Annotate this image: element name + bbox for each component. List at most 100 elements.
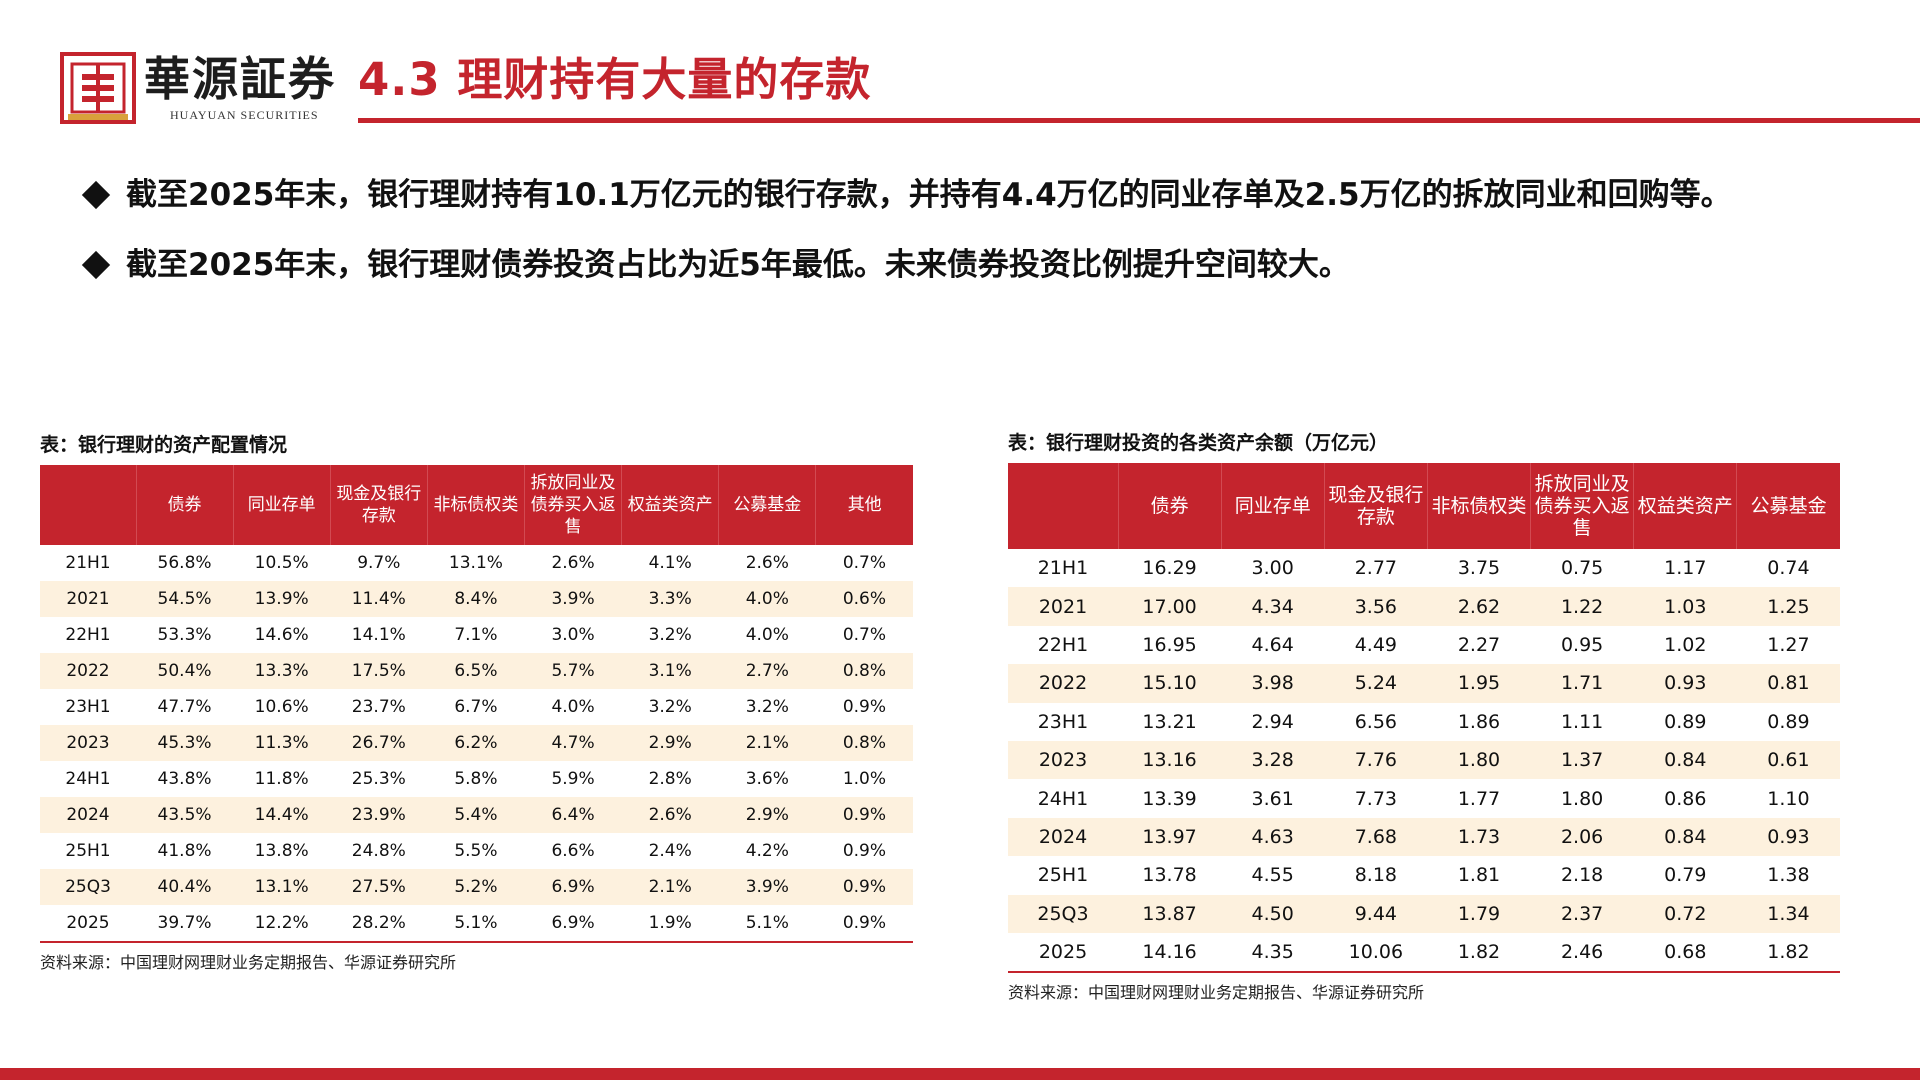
value-cell: 1.80 xyxy=(1560,787,1604,810)
period-cell: 2024 xyxy=(40,797,136,833)
period-cell: 2023 xyxy=(1008,740,1118,780)
value-cell: 5.24 xyxy=(1324,664,1428,703)
value-cell: 8.4% xyxy=(427,581,525,617)
table-source: 资料来源：中国理财网理财业务定期报告、华源证券研究所 xyxy=(1008,983,1425,1003)
value-cell: 1.37 xyxy=(1530,740,1634,780)
value-cell: 0.72 xyxy=(1633,894,1737,933)
value-cell: 0.8% xyxy=(815,653,913,689)
value-cell: 0.7% xyxy=(842,625,887,645)
header-cell: 公募基金 xyxy=(718,465,816,545)
value-cell: 50.4% xyxy=(136,653,234,689)
value-cell: 1.79 xyxy=(1427,894,1531,933)
value-cell: 3.75 xyxy=(1457,557,1501,580)
value-cell: 1.25 xyxy=(1736,587,1840,626)
table-row: 24H1 43.8% 11.8% 25.3% 5.8% 5.9% 2.8% 3.6% 1.0% xyxy=(40,761,913,797)
value-cell: 0.9% xyxy=(842,697,887,717)
table-row: 25Q3 13.87 4.50 9.44 1.79 2.37 0.72 1.34 xyxy=(1008,894,1840,933)
asset-allocation-table: 债券 同业存单 现金及银行存款 非标债权类 拆放同业及债券买入返售 权益类资产 公募基金 其他… xyxy=(40,465,913,941)
value-cell: 43.8% xyxy=(157,769,212,789)
value-cell: 12.2% xyxy=(254,913,309,933)
table-row: 23H1 13.21 2.94 6.56 1.86 1.11 0.89 0.89 xyxy=(1008,703,1840,741)
period-cell: 25H1 xyxy=(65,841,111,861)
table-body: 21H1 56.8% 10.5% 9.7% 13.1% 2.6% 4.1% 2.6% 0.7% 2… xyxy=(40,545,913,941)
value-cell: 3.1% xyxy=(621,653,719,689)
value-cell: 0.75 xyxy=(1560,557,1604,580)
value-cell: 2.37 xyxy=(1530,894,1634,933)
value-cell: 0.93 xyxy=(1633,664,1737,703)
value-cell: 13.87 xyxy=(1118,894,1222,933)
table-row: 24H1 13.39 3.61 7.73 1.77 1.80 0.86 1.10 xyxy=(1008,779,1840,817)
value-cell: 13.1% xyxy=(233,869,331,905)
value-cell: 3.0% xyxy=(551,625,595,645)
value-cell: 1.77 xyxy=(1457,787,1501,810)
table-header-row: 债券 同业存单 现金及银行存款 非标债权类 拆放同业及债券买入返售 权益类资产 公募基金 xyxy=(1008,463,1840,549)
value-cell: 2.7% xyxy=(718,653,816,689)
header-cell: 债券 xyxy=(1117,463,1222,549)
table-row: 25H1 13.78 4.55 8.18 1.81 2.18 0.79 1.38 xyxy=(1008,856,1840,894)
value-cell: 5.5% xyxy=(454,841,498,861)
value-cell: 2.9% xyxy=(621,725,719,761)
brand-name-cn: 華源証券 xyxy=(144,52,336,106)
period-cell: 24H1 xyxy=(1037,787,1089,810)
value-cell: 2.06 xyxy=(1530,817,1634,857)
value-cell: 13.39 xyxy=(1142,787,1197,810)
value-cell: 4.2% xyxy=(745,841,789,861)
period-cell: 21H1 xyxy=(1037,557,1089,580)
value-cell: 6.6% xyxy=(551,841,595,861)
value-cell: 26.7% xyxy=(330,725,428,761)
value-cell: 2.8% xyxy=(648,769,692,789)
value-cell: 0.9% xyxy=(842,913,887,933)
bullet-text: 截至2025年末，银行理财债券投资占比为近5年最低。未来债券投资比例提升空间较大… xyxy=(126,247,1350,283)
value-cell: 13.3% xyxy=(233,653,331,689)
value-cell: 3.98 xyxy=(1221,664,1325,703)
table-row: 21H1 16.29 3.00 2.77 3.75 0.75 1.17 0.74 xyxy=(1008,549,1840,587)
value-cell: 3.9% xyxy=(718,869,816,905)
header-cell: 拆放同业及债券买入返售 xyxy=(1530,463,1634,549)
value-cell: 1.82 xyxy=(1767,941,1810,964)
value-cell: 9.7% xyxy=(357,553,401,573)
table-row: 2025 14.16 4.35 10.06 1.82 2.46 0.68 1.82 xyxy=(1008,933,1840,971)
value-cell: 6.7% xyxy=(454,697,498,717)
value-cell: 45.3% xyxy=(136,725,234,761)
value-cell: 2.6% xyxy=(745,553,789,573)
value-cell: 3.61 xyxy=(1251,787,1294,810)
value-cell: 14.6% xyxy=(254,625,309,645)
asset-allocation-table-block: 表：银行理财的资产配置情况 债券 同业存单 现金及银行存款 非标债权类 拆放同业及债券买… xyxy=(40,430,913,973)
value-cell: 16.29 xyxy=(1142,557,1197,580)
value-cell: 11.3% xyxy=(233,725,331,761)
header-cell: 拆放同业及债券买入返售 xyxy=(523,465,622,545)
table-row: 22H1 16.95 4.64 4.49 2.27 0.95 1.02 1.27 xyxy=(1008,626,1840,664)
value-cell: 2.4% xyxy=(648,841,692,861)
value-cell: 3.3% xyxy=(621,581,719,617)
value-cell: 5.4% xyxy=(427,797,525,833)
value-cell: 53.3% xyxy=(157,625,212,645)
header-cell: 非标债权类 xyxy=(426,465,525,545)
value-cell: 13.9% xyxy=(233,581,331,617)
bullet-list: 截至2025年末，银行理财持有10.1万亿元的银行存款，并持有4.4万亿的同业存… xyxy=(78,173,1798,287)
value-cell: 2.27 xyxy=(1457,633,1501,656)
value-cell: 1.03 xyxy=(1633,587,1737,626)
value-cell: 13.21 xyxy=(1142,710,1197,733)
value-cell: 2.46 xyxy=(1560,941,1604,964)
table-header-row: 债券 同业存单 现金及银行存款 非标债权类 拆放同业及债券买入返售 权益类资产 公募基金 其他 xyxy=(40,465,913,545)
value-cell: 17.5% xyxy=(330,653,428,689)
value-cell: 4.49 xyxy=(1354,633,1397,656)
table-row: 21H1 56.8% 10.5% 9.7% 13.1% 2.6% 4.1% 2.6% 0.7% xyxy=(40,545,913,581)
value-cell: 6.56 xyxy=(1354,710,1397,733)
value-cell: 0.84 xyxy=(1633,817,1737,857)
value-cell: 4.0% xyxy=(551,697,595,717)
value-cell: 3.6% xyxy=(745,769,789,789)
value-cell: 10.6% xyxy=(254,697,309,717)
value-cell: 5.1% xyxy=(745,913,789,933)
header-cell: 其他 xyxy=(815,465,913,545)
value-cell: 1.86 xyxy=(1457,710,1501,733)
bullet-text: 截至2025年末，银行理财持有10.1万亿元的银行存款，并持有4.4万亿的同业存… xyxy=(126,177,1732,213)
period-cell: 2023 xyxy=(40,725,136,761)
asset-balance-table: 债券 同业存单 现金及银行存款 非标债权类 拆放同业及债券买入返售 权益类资产 公募基金 2… xyxy=(1008,463,1840,971)
value-cell: 2.1% xyxy=(718,725,816,761)
value-cell: 4.1% xyxy=(648,553,692,573)
value-cell: 39.7% xyxy=(157,913,212,933)
table-bottom-rule xyxy=(40,941,913,943)
value-cell: 2.18 xyxy=(1560,864,1604,887)
value-cell: 41.8% xyxy=(157,841,212,861)
